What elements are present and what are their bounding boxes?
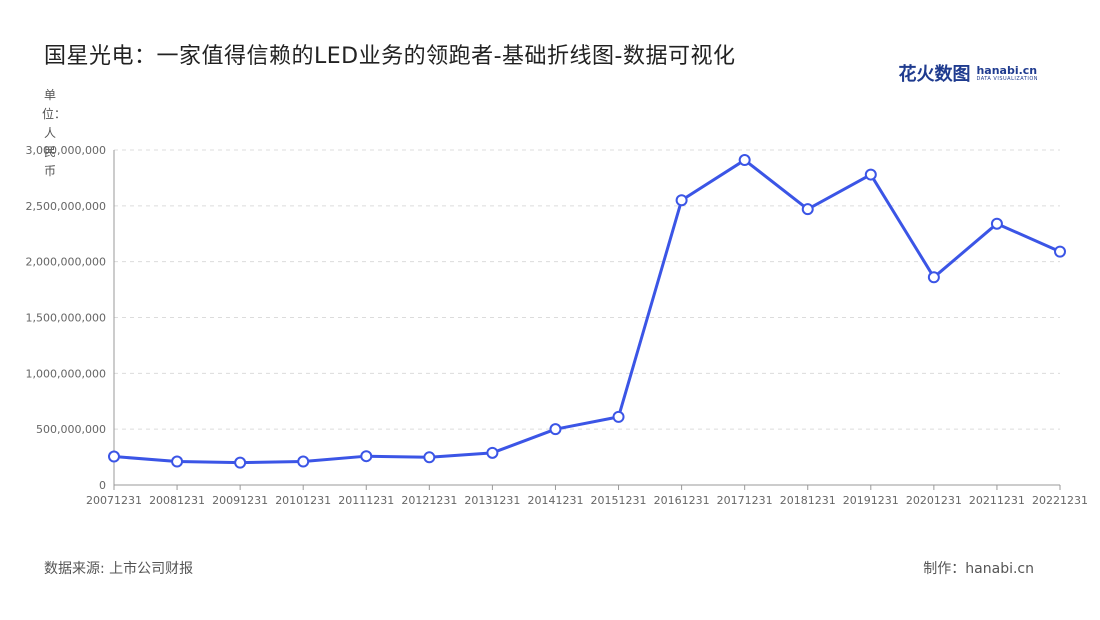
- brand-name-cn: 花火数图: [898, 64, 971, 85]
- series-line: [113, 158, 1061, 465]
- data-point-20181231[interactable]: [801, 203, 814, 216]
- x-tick-label: 20191231: [843, 494, 899, 507]
- data-point-20171231[interactable]: [738, 154, 751, 167]
- y-tick-label: 2,500,000,000: [26, 200, 106, 213]
- series-layer: [108, 154, 1066, 469]
- y-tick-label: 1,000,000,000: [26, 367, 106, 380]
- data-point-20191231[interactable]: [864, 168, 877, 181]
- x-tick-label: 20141231: [527, 494, 583, 507]
- y-tick-label: 0: [99, 479, 106, 492]
- y-tick-label: 2,000,000,000: [26, 256, 106, 269]
- x-tick-label: 20111231: [338, 494, 394, 507]
- data-point-20161231[interactable]: [675, 194, 688, 207]
- data-point-20121231[interactable]: [423, 451, 436, 464]
- y-tick-label: 3,000,000,000: [26, 144, 106, 157]
- data-point-20101231[interactable]: [297, 455, 310, 468]
- data-point-20111231[interactable]: [360, 450, 373, 463]
- y-tick-label: 500,000,000: [36, 423, 106, 436]
- x-tick-label: 20201231: [906, 494, 962, 507]
- data-point-20091231[interactable]: [234, 456, 247, 469]
- brand-logo: 花火数图 hanabi.cn DATA VISUALIZATION: [898, 60, 1038, 86]
- data-source-note: 数据来源: 上市公司财报: [44, 561, 194, 577]
- x-tick-label: 20161231: [654, 494, 710, 507]
- data-point-20221231[interactable]: [1054, 245, 1066, 258]
- data-point-20211231[interactable]: [990, 217, 1003, 230]
- data-point-20151231[interactable]: [612, 410, 625, 423]
- data-point-20141231[interactable]: [549, 423, 562, 436]
- chart-title: 国星光电：一家值得信赖的LED业务的领跑者-基础折线图-数据可视化: [44, 44, 736, 69]
- x-tick-label: 20221231: [1032, 494, 1088, 507]
- data-point-20081231[interactable]: [171, 455, 184, 468]
- data-point-20131231[interactable]: [486, 446, 499, 459]
- x-tick-label: 20071231: [86, 494, 142, 507]
- x-tick-label: 20181231: [780, 494, 836, 507]
- x-tick-label: 20151231: [591, 494, 647, 507]
- x-tick-label: 20091231: [212, 494, 268, 507]
- maker-credit: 制作：hanabi.cn: [923, 561, 1034, 577]
- brand-name-en: hanabi.cn: [976, 63, 1038, 77]
- grid-layer: [114, 149, 1060, 430]
- x-tick-label: 20131231: [464, 494, 520, 507]
- x-tick-label: 20171231: [717, 494, 773, 507]
- data-point-20071231[interactable]: [108, 450, 120, 463]
- data-point-20201231[interactable]: [927, 271, 940, 284]
- x-tick-label: 20081231: [149, 494, 205, 507]
- x-tick-label: 20211231: [969, 494, 1025, 507]
- y-tick-label: 1,500,000,000: [26, 312, 106, 325]
- brand-text-block: hanabi.cn DATA VISUALIZATION: [976, 65, 1038, 82]
- x-tick-label: 20101231: [275, 494, 331, 507]
- x-tick-label: 20121231: [401, 494, 457, 507]
- brand-subtitle: DATA VISUALIZATION: [976, 75, 1038, 82]
- axis-layer: 0 500,000,000 1,000,000,000 1,500,000,000 2,…: [26, 144, 1088, 507]
